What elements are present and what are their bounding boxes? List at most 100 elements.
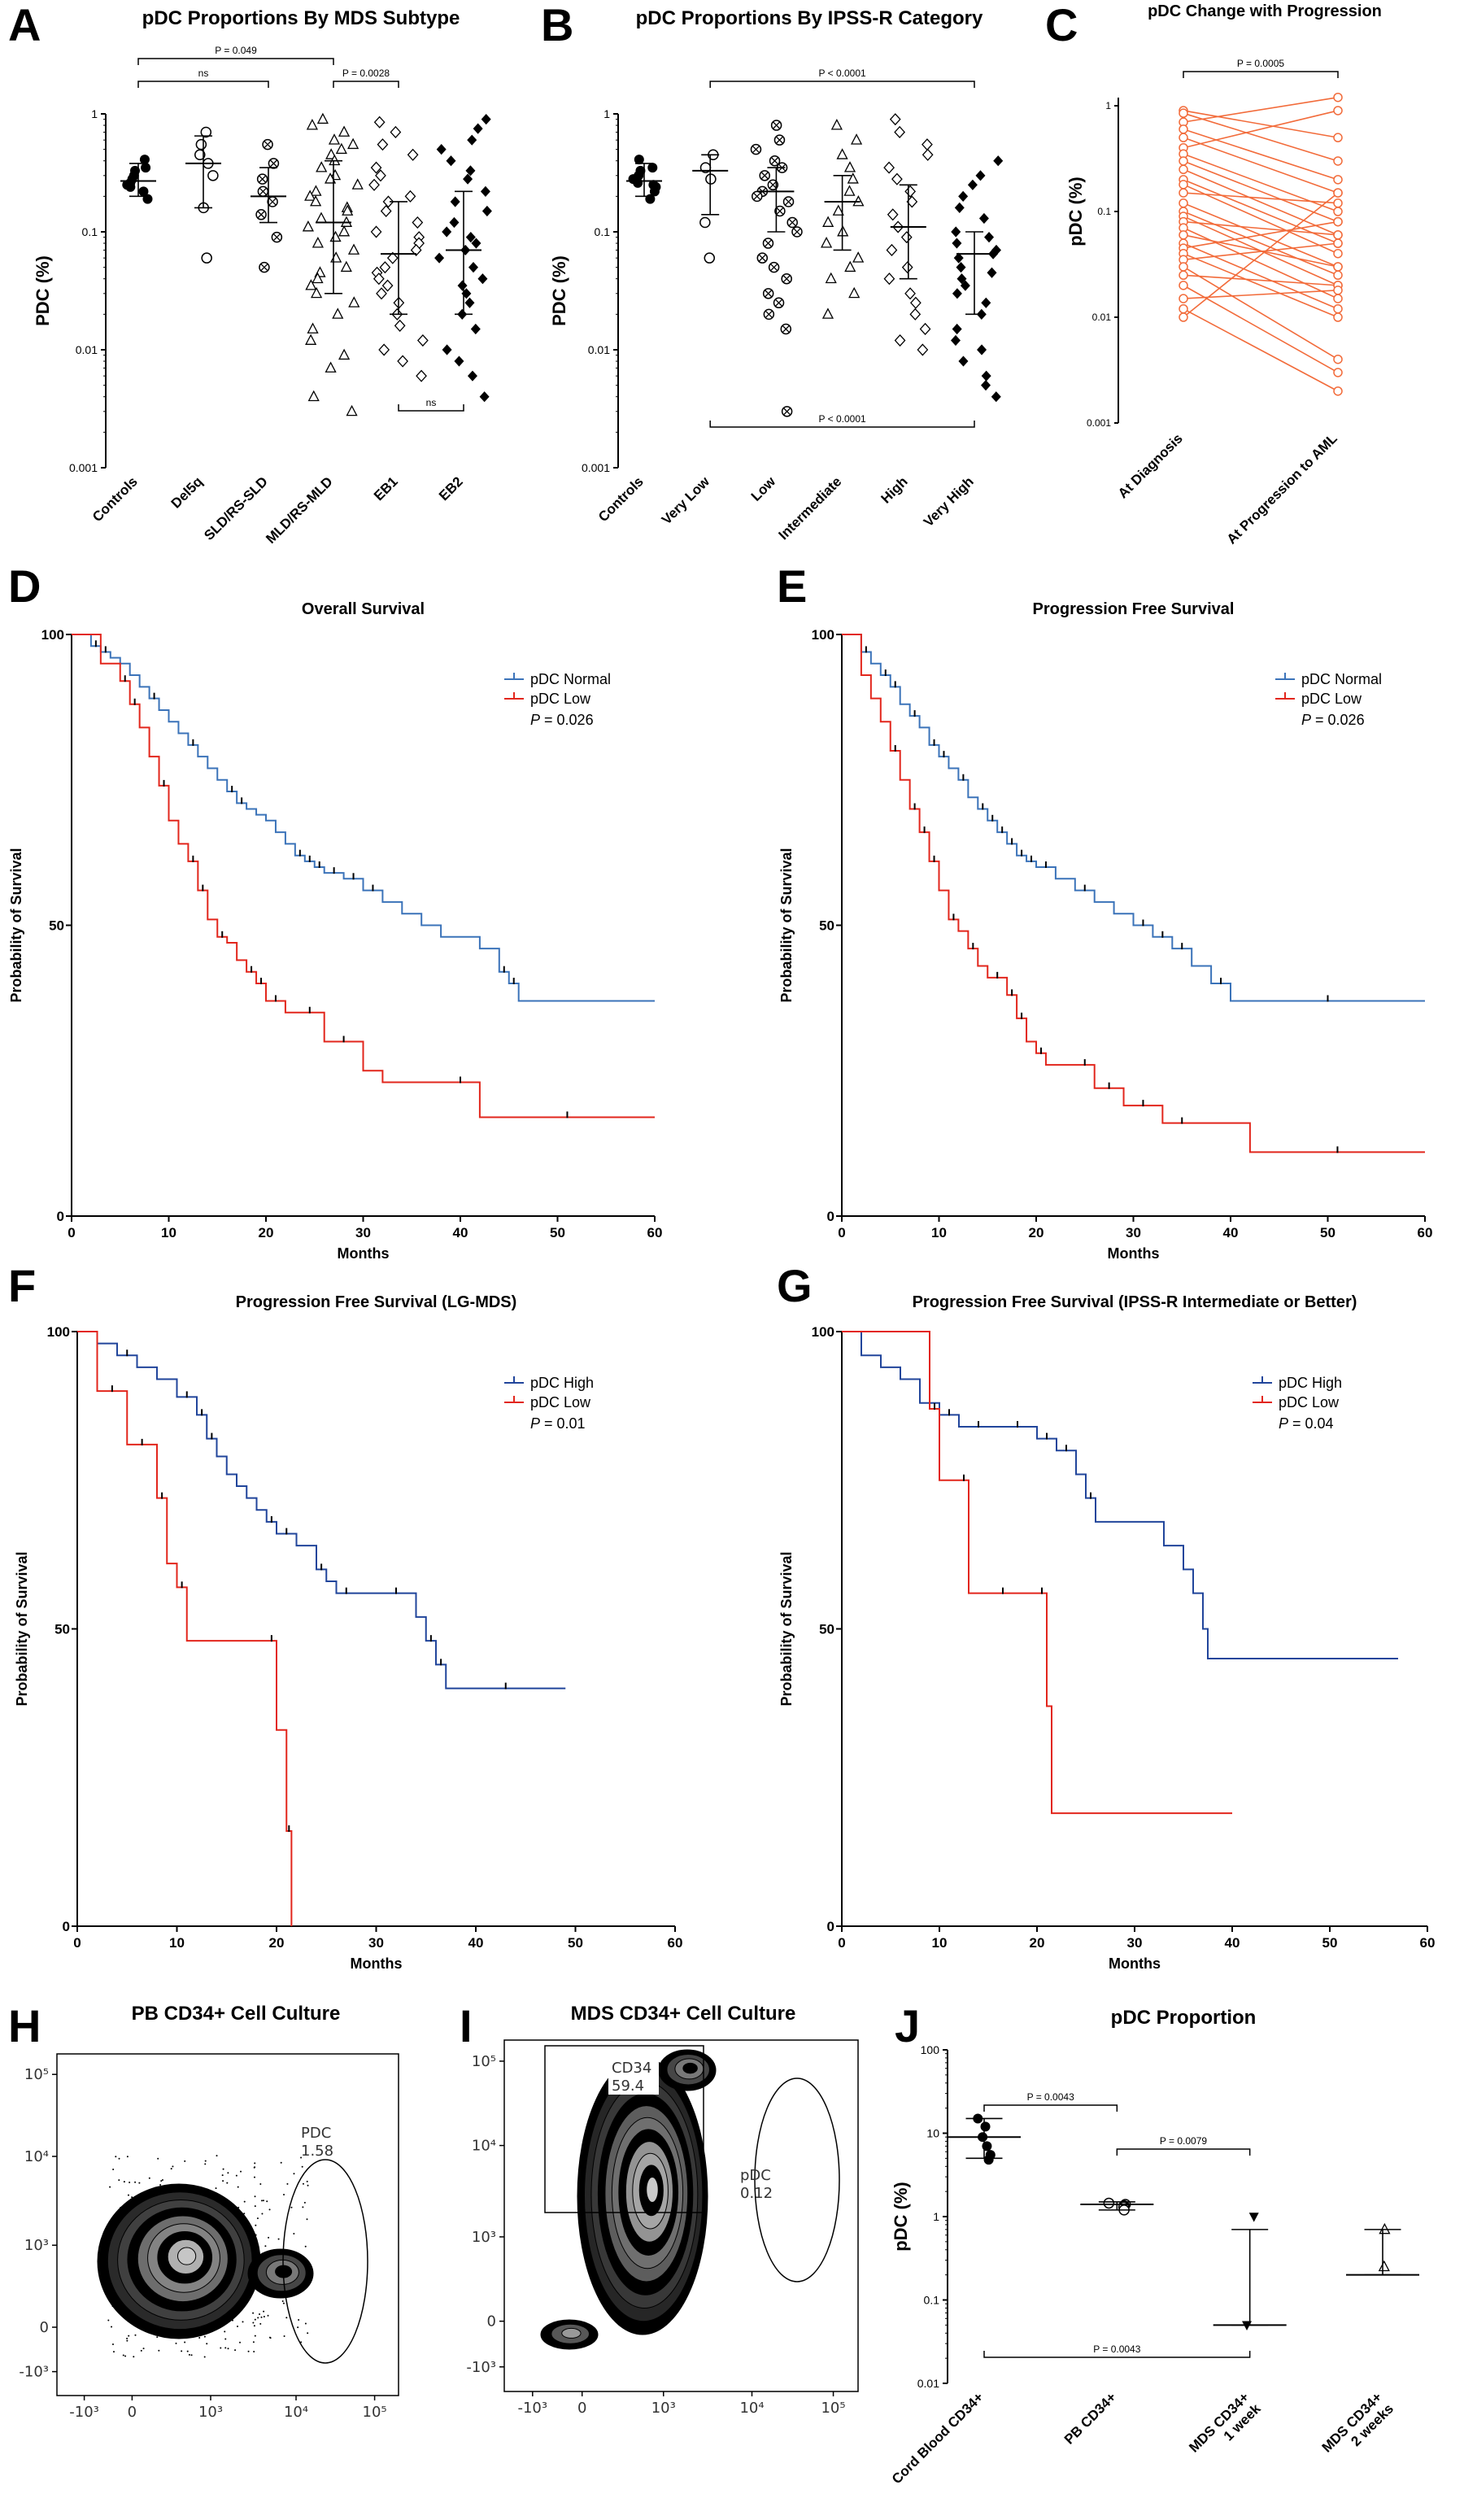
density-contour [646, 2177, 659, 2203]
category-points [883, 113, 934, 356]
data-point [847, 172, 859, 184]
data-point [373, 272, 385, 286]
x-tick-label: 10³ [651, 2400, 676, 2417]
event-dot [282, 2302, 285, 2304]
data-point [311, 286, 323, 299]
significance-bracket: P = 0.0005 [1183, 58, 1339, 78]
event-dot [172, 2165, 174, 2168]
chart-title: PB CD34+ Cell Culture [132, 2003, 341, 2025]
event-dot [111, 2343, 114, 2345]
bracket-line [983, 2351, 1251, 2358]
legend: pDC High pDC Low P = 0.04 [1253, 1375, 1342, 1432]
event-dot [224, 2330, 226, 2333]
data-point [370, 161, 382, 174]
point-diagnosis [1179, 133, 1188, 142]
x-tick-label: 0 [838, 1225, 845, 1240]
y-axis-label: Probability of Survival [8, 848, 24, 1002]
y-tick-label: 50 [49, 918, 64, 934]
marker-cross [753, 192, 761, 201]
event-dot [252, 2341, 255, 2343]
pair-connector [1183, 112, 1339, 162]
marker-cross [268, 198, 277, 206]
bracket-line [1183, 71, 1339, 78]
panel-letter: C [1045, 0, 1078, 50]
event-dot [253, 2351, 255, 2353]
legend: pDC High pDC Low P = 0.01 [504, 1375, 594, 1432]
chart-title: MDS CD34+ Cell Culture [571, 2003, 796, 2025]
event-dot [254, 2166, 256, 2169]
data-point [981, 380, 991, 391]
data-point [407, 148, 419, 161]
data-point [645, 194, 656, 204]
data-point [125, 181, 136, 192]
data-point [951, 226, 961, 238]
event-dot [254, 2335, 256, 2337]
data-point [370, 225, 382, 238]
data-point [378, 343, 390, 356]
data-point [467, 134, 477, 146]
event-dot [243, 2200, 246, 2203]
category-points [1346, 2222, 1419, 2276]
data-point [306, 119, 318, 130]
x-axis-label: Months [351, 1955, 403, 1972]
data-point [465, 232, 476, 243]
marker-cross [269, 159, 278, 168]
x-tick-label: 60 [647, 1225, 663, 1240]
data-point [130, 165, 141, 176]
data-point [340, 260, 352, 272]
event-dot [300, 2156, 303, 2159]
point-progression [1333, 303, 1343, 314]
event-dot [293, 2173, 295, 2175]
data-point [981, 297, 991, 308]
data-point [894, 334, 906, 347]
event-dot [263, 2316, 265, 2318]
data-point [328, 133, 341, 145]
data-point [305, 334, 317, 345]
marker-cross [752, 145, 760, 154]
data-point [977, 344, 987, 355]
event-dot [118, 2157, 120, 2160]
marker-cross [765, 290, 773, 298]
data-point [988, 248, 999, 259]
x-tick-label: 10⁴ [739, 2400, 764, 2417]
y-tick-label: 100 [812, 627, 834, 643]
data-point [468, 262, 479, 273]
data-point [310, 194, 322, 207]
event-dot [281, 2300, 284, 2302]
y-tick-label: 0 [63, 1919, 70, 1934]
data-point [991, 244, 1001, 256]
data-point [338, 348, 351, 360]
y-tick-label: 0 [827, 1209, 834, 1224]
event-dot [109, 2186, 111, 2188]
event-dot [240, 2170, 242, 2173]
event-dot [253, 2325, 255, 2327]
event-dot [148, 2177, 150, 2179]
data-point [467, 370, 477, 381]
data-point [138, 186, 149, 197]
x-tick-label: 0 [128, 2404, 137, 2421]
gate1-value: 59.4 [612, 2077, 644, 2095]
pair-connector [1183, 220, 1339, 236]
category-points [950, 155, 1004, 403]
event-dot [298, 2318, 300, 2321]
y-axis-label: Probability of Survival [14, 1551, 30, 1706]
marker-cross [260, 263, 268, 272]
point-progression [1333, 188, 1343, 198]
marker-cross [782, 408, 791, 416]
data-point [633, 177, 643, 188]
density-contour [561, 2327, 582, 2339]
legend-label: pDC Low [1301, 691, 1362, 707]
data-point [699, 216, 711, 229]
data-point [479, 391, 490, 403]
data-point [887, 208, 899, 221]
event-dot [293, 2233, 295, 2235]
data-point [450, 196, 460, 207]
category-points [948, 2113, 1021, 2165]
event-dot [302, 2206, 304, 2208]
data-point [380, 204, 392, 218]
marker-cross [769, 181, 777, 189]
data-point [756, 252, 769, 264]
x-tick-label: 0 [838, 1935, 845, 1951]
survival-curve [77, 1331, 566, 1689]
